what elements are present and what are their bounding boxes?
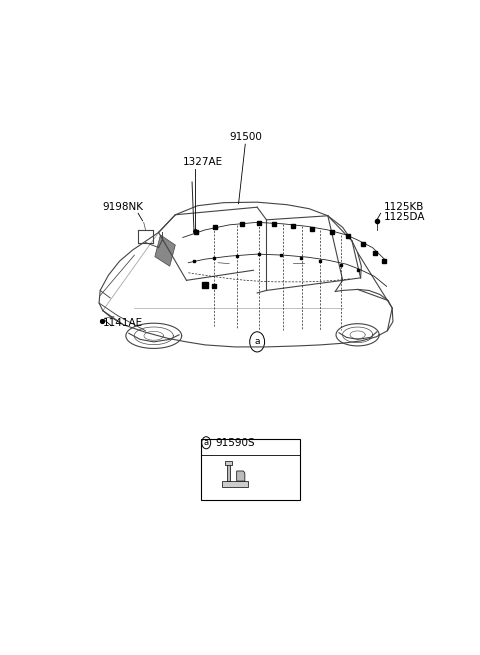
Text: 9198NK: 9198NK — [103, 202, 144, 212]
FancyBboxPatch shape — [202, 440, 300, 500]
Polygon shape — [237, 471, 245, 481]
Text: 91500: 91500 — [229, 132, 263, 141]
Text: 1125KB: 1125KB — [384, 202, 424, 212]
Text: 1141AE: 1141AE — [103, 318, 143, 328]
Polygon shape — [225, 461, 232, 465]
Text: a: a — [204, 438, 209, 447]
Polygon shape — [227, 463, 230, 481]
Text: 1125DA: 1125DA — [384, 212, 425, 222]
Polygon shape — [155, 235, 175, 266]
Text: 91590S: 91590S — [216, 438, 255, 448]
Text: 1327AE: 1327AE — [183, 157, 223, 167]
Polygon shape — [222, 481, 248, 487]
Text: a: a — [254, 337, 260, 346]
